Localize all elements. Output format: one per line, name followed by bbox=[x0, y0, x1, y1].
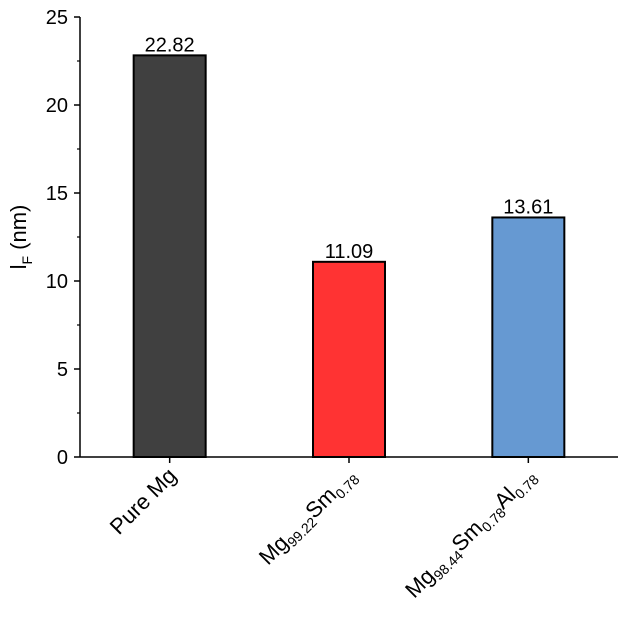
x-tick-label: Mg99.22Sm0.78 bbox=[254, 463, 363, 572]
y-tick-label: 15 bbox=[46, 183, 68, 205]
x-tick-label-part: Pure Mg bbox=[105, 463, 181, 539]
bar bbox=[491, 216, 566, 458]
bar bbox=[132, 54, 207, 458]
bars bbox=[132, 54, 566, 459]
y-tick-label: 0 bbox=[57, 447, 68, 469]
data-label: 11.09 bbox=[325, 241, 374, 263]
y-tick-label: 20 bbox=[46, 95, 68, 117]
data-label: 22.82 bbox=[145, 34, 195, 56]
y-axis-title-main: l bbox=[6, 265, 31, 270]
y-tick-label: 25 bbox=[46, 7, 68, 29]
y-tick-label: 5 bbox=[57, 359, 68, 381]
y-axis-title-subscript: F bbox=[19, 256, 35, 265]
x-tick-label: Mg98.44Sm0.78Al0.78 bbox=[400, 463, 542, 605]
y-axis-title-unit: (nm) bbox=[6, 205, 31, 256]
data-label: 13.61 bbox=[503, 196, 553, 218]
y-tick-label: 10 bbox=[46, 271, 68, 293]
y-axis-title: lF (nm) bbox=[6, 205, 35, 270]
x-tick-label: Pure Mg bbox=[105, 463, 181, 539]
bar bbox=[312, 260, 386, 459]
